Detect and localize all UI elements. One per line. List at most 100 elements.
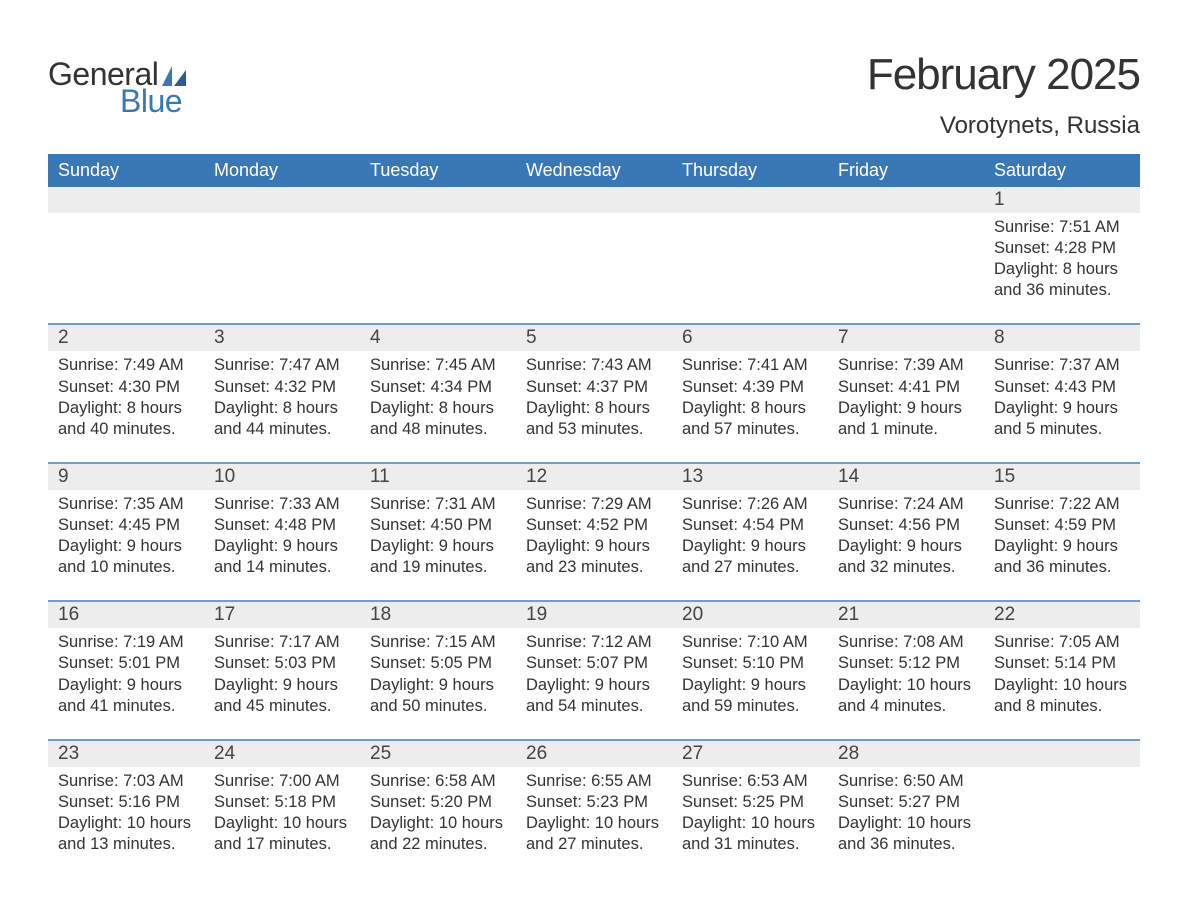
day-cell: 2Sunrise: 7:49 AMSunset: 4:30 PMDaylight…: [48, 325, 204, 461]
day-number: 21: [828, 602, 984, 628]
sunset-text: Sunset: 4:50 PM: [370, 515, 506, 536]
day-body: Sunrise: 7:08 AMSunset: 5:12 PMDaylight:…: [838, 632, 974, 716]
day-number: 20: [672, 602, 828, 628]
logo-word-blue: Blue: [120, 83, 182, 120]
day-number: 14: [828, 464, 984, 490]
sunrise-text: Sunrise: 7:39 AM: [838, 355, 974, 376]
title-block: February 2025 Vorotynets, Russia: [867, 50, 1140, 140]
daylight-line1: Daylight: 9 hours: [838, 398, 974, 419]
day-cell: 5Sunrise: 7:43 AMSunset: 4:37 PMDaylight…: [516, 325, 672, 461]
sunset-text: Sunset: 4:41 PM: [838, 377, 974, 398]
day-body: Sunrise: 7:15 AMSunset: 5:05 PMDaylight:…: [370, 632, 506, 716]
day-cell: 25Sunrise: 6:58 AMSunset: 5:20 PMDayligh…: [360, 741, 516, 877]
daylight-line1: Daylight: 8 hours: [526, 398, 662, 419]
day-cell: [360, 187, 516, 323]
month-title: February 2025: [867, 50, 1140, 100]
day-number: 15: [984, 464, 1140, 490]
sunrise-text: Sunrise: 7:19 AM: [58, 632, 194, 653]
daylight-line2: and 57 minutes.: [682, 419, 818, 440]
day-body: Sunrise: 7:10 AMSunset: 5:10 PMDaylight:…: [682, 632, 818, 716]
day-number: [672, 187, 828, 213]
day-number: 23: [48, 741, 204, 767]
day-number: [48, 187, 204, 213]
daylight-line2: and 48 minutes.: [370, 419, 506, 440]
sunset-text: Sunset: 4:32 PM: [214, 377, 350, 398]
weekday-saturday: Saturday: [984, 154, 1140, 187]
day-number: 17: [204, 602, 360, 628]
weekday-sunday: Sunday: [48, 154, 204, 187]
daylight-line1: Daylight: 9 hours: [682, 536, 818, 557]
day-cell: [672, 187, 828, 323]
daylight-line2: and 54 minutes.: [526, 696, 662, 717]
day-cell: 19Sunrise: 7:12 AMSunset: 5:07 PMDayligh…: [516, 602, 672, 738]
sail-icon: [162, 66, 186, 86]
day-cell: 8Sunrise: 7:37 AMSunset: 4:43 PMDaylight…: [984, 325, 1140, 461]
day-body: Sunrise: 7:45 AMSunset: 4:34 PMDaylight:…: [370, 355, 506, 439]
day-number: 16: [48, 602, 204, 628]
sunrise-text: Sunrise: 7:00 AM: [214, 771, 350, 792]
sunrise-text: Sunrise: 7:37 AM: [994, 355, 1130, 376]
sunrise-text: Sunrise: 7:24 AM: [838, 494, 974, 515]
sunset-text: Sunset: 5:25 PM: [682, 792, 818, 813]
sunset-text: Sunset: 4:39 PM: [682, 377, 818, 398]
day-number: 12: [516, 464, 672, 490]
sunrise-text: Sunrise: 7:33 AM: [214, 494, 350, 515]
day-body: Sunrise: 6:58 AMSunset: 5:20 PMDaylight:…: [370, 771, 506, 855]
day-cell: 13Sunrise: 7:26 AMSunset: 4:54 PMDayligh…: [672, 464, 828, 600]
day-cell: [48, 187, 204, 323]
sunrise-text: Sunrise: 7:12 AM: [526, 632, 662, 653]
day-cell: [516, 187, 672, 323]
sunset-text: Sunset: 4:59 PM: [994, 515, 1130, 536]
sunrise-text: Sunrise: 7:22 AM: [994, 494, 1130, 515]
daylight-line1: Daylight: 10 hours: [58, 813, 194, 834]
daylight-line1: Daylight: 8 hours: [214, 398, 350, 419]
daylight-line2: and 36 minutes.: [994, 557, 1130, 578]
day-body: Sunrise: 7:49 AMSunset: 4:30 PMDaylight:…: [58, 355, 194, 439]
day-number: 9: [48, 464, 204, 490]
day-body: Sunrise: 7:51 AMSunset: 4:28 PMDaylight:…: [994, 217, 1130, 301]
day-number: 28: [828, 741, 984, 767]
daylight-line2: and 41 minutes.: [58, 696, 194, 717]
day-body: Sunrise: 7:37 AMSunset: 4:43 PMDaylight:…: [994, 355, 1130, 439]
day-body: Sunrise: 7:17 AMSunset: 5:03 PMDaylight:…: [214, 632, 350, 716]
day-cell: 22Sunrise: 7:05 AMSunset: 5:14 PMDayligh…: [984, 602, 1140, 738]
day-number: 1: [984, 187, 1140, 213]
day-body: Sunrise: 7:12 AMSunset: 5:07 PMDaylight:…: [526, 632, 662, 716]
day-cell: 18Sunrise: 7:15 AMSunset: 5:05 PMDayligh…: [360, 602, 516, 738]
day-body: Sunrise: 7:47 AMSunset: 4:32 PMDaylight:…: [214, 355, 350, 439]
sunset-text: Sunset: 4:52 PM: [526, 515, 662, 536]
day-cell: 3Sunrise: 7:47 AMSunset: 4:32 PMDaylight…: [204, 325, 360, 461]
daylight-line2: and 27 minutes.: [526, 834, 662, 855]
daylight-line1: Daylight: 9 hours: [526, 675, 662, 696]
daylight-line1: Daylight: 9 hours: [370, 536, 506, 557]
day-number: 11: [360, 464, 516, 490]
day-body: Sunrise: 7:05 AMSunset: 5:14 PMDaylight:…: [994, 632, 1130, 716]
daylight-line1: Daylight: 10 hours: [526, 813, 662, 834]
day-cell: 11 Sunrise: 7:31 AMSunset: 4:50 PMDayligh…: [360, 464, 516, 600]
daylight-line2: and 5 minutes.: [994, 419, 1130, 440]
sunset-text: Sunset: 4:56 PM: [838, 515, 974, 536]
sunrise-text: Sunrise: 6:53 AM: [682, 771, 818, 792]
sunset-text: Sunset: 4:30 PM: [58, 377, 194, 398]
day-cell: 23Sunrise: 7:03 AMSunset: 5:16 PMDayligh…: [48, 741, 204, 877]
weekday-thursday: Thursday: [672, 154, 828, 187]
day-number: [360, 187, 516, 213]
sunrise-text: Sunrise: 6:50 AM: [838, 771, 974, 792]
day-cell: 4Sunrise: 7:45 AMSunset: 4:34 PMDaylight…: [360, 325, 516, 461]
sunrise-text: Sunrise: 7:31 AM: [370, 494, 506, 515]
day-body: Sunrise: 7:24 AMSunset: 4:56 PMDaylight:…: [838, 494, 974, 578]
day-body: Sunrise: 7:41 AMSunset: 4:39 PMDaylight:…: [682, 355, 818, 439]
daylight-line2: and 17 minutes.: [214, 834, 350, 855]
sunrise-text: Sunrise: 7:17 AM: [214, 632, 350, 653]
daylight-line1: Daylight: 9 hours: [214, 536, 350, 557]
sunset-text: Sunset: 5:20 PM: [370, 792, 506, 813]
day-cell: 27Sunrise: 6:53 AMSunset: 5:25 PMDayligh…: [672, 741, 828, 877]
sunset-text: Sunset: 4:54 PM: [682, 515, 818, 536]
calendar-page: General Blue February 2025 Vorotynets, R…: [0, 0, 1188, 917]
day-cell: 20 Sunrise: 7:10 AMSunset: 5:10 PMDayligh…: [672, 602, 828, 738]
daylight-line2: and 44 minutes.: [214, 419, 350, 440]
daylight-line2: and 22 minutes.: [370, 834, 506, 855]
daylight-line2: and 53 minutes.: [526, 419, 662, 440]
daylight-line1: Daylight: 10 hours: [370, 813, 506, 834]
sunset-text: Sunset: 5:03 PM: [214, 653, 350, 674]
